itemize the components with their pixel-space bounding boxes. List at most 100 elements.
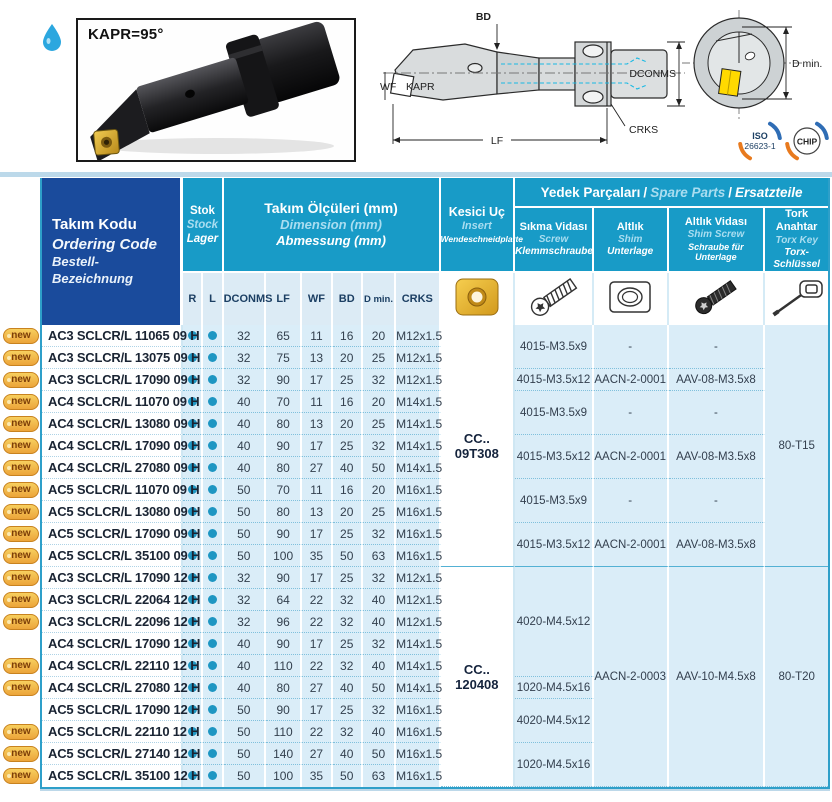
stock-r-cell: [183, 545, 204, 568]
stock-dot: [187, 572, 197, 582]
ordering-code-cell: new AC4 SCLCR/L 17090 09 H: [3, 435, 200, 458]
coolant-drop-icon: [43, 24, 61, 51]
stock-r-cell: [183, 721, 204, 744]
screw-cell: 4015-M3.5x12: [515, 523, 594, 568]
diagram-label-dmin: D min.: [792, 58, 822, 70]
iso-badge: ISO 26623-1: [738, 120, 782, 162]
shim-cell: AACN-2-0001: [593, 369, 669, 392]
header-dimensions: Takım Ölçüleri (mm) Dimension (mm) Abmes…: [223, 178, 441, 274]
new-badge: new: [3, 481, 39, 498]
ordering-code-cell: new AC3 SCLCR/L 17090 12 H: [3, 567, 200, 590]
dconms-cell: 50: [223, 765, 266, 788]
new-badge-dot: [7, 509, 11, 514]
stock-dot: [187, 418, 197, 428]
catalog-table: Takım Kodu Ordering Code Bestell-Bezeich…: [3, 178, 830, 790]
stock-dot: [208, 660, 218, 670]
dmin-cell: 50: [362, 743, 397, 766]
screw-cell: 1020-M4.5x16: [515, 743, 594, 788]
stock-dot: [208, 726, 218, 736]
ordering-code: AC3 SCLCR/L 22064 12 H: [48, 591, 201, 607]
lf-cell: 64: [265, 589, 303, 612]
stock-r-cell: [183, 501, 204, 524]
ordering-code: AC3 SCLCR/L 13075 09 H: [48, 349, 201, 365]
stock-dot: [208, 572, 218, 582]
header-insert-en: Insert: [461, 220, 492, 233]
new-badge: new: [3, 679, 39, 696]
header-spare-parts-de: Ersatzteile: [735, 184, 803, 200]
ordering-code: AC4 SCLCR/L 17090 12 H: [48, 635, 201, 651]
stock-dot: [208, 396, 218, 406]
header-torx-key-tr: Tork Anahtar: [775, 208, 818, 234]
crks-cell: M16x1.5: [396, 699, 442, 722]
header-spare-parts-tr: Yedek Parçaları: [540, 184, 641, 200]
table-row: new AC5 SCLCR/L 22110 12 H 50 110 22 32 40 M16x…: [3, 721, 828, 744]
stock-dot: [187, 726, 197, 736]
dconms-cell: 40: [223, 391, 266, 414]
ordering-code-cell: new AC3 SCLCR/L 22064 12 H: [3, 589, 200, 612]
shim-cell: -: [593, 391, 669, 436]
new-badge-label: new: [11, 505, 31, 517]
stock-dot: [208, 771, 218, 781]
shim-screw-image-cell: [668, 273, 766, 326]
stock-dot: [208, 352, 218, 362]
bd-cell: 25: [332, 523, 363, 546]
stock-dot: [187, 660, 197, 670]
wf-cell: 17: [302, 435, 333, 458]
lf-cell: 140: [265, 743, 303, 766]
new-badge-dot: [7, 399, 11, 404]
dconms-cell: 50: [223, 699, 266, 722]
ordering-code-cell: new AC3 SCLCR/L 22096 12 H: [3, 611, 200, 634]
header-dimensions-en: Dimension (mm): [280, 217, 382, 233]
new-badge: new: [3, 723, 39, 740]
ordering-code-cell: new AC4 SCLCR/L 27080 12 H: [3, 677, 200, 700]
stock-r-cell: [183, 633, 204, 656]
stock-dot: [208, 330, 218, 340]
wf-cell: 17: [302, 699, 333, 722]
stock-l-cell: [203, 413, 224, 436]
bd-cell: 16: [332, 391, 363, 414]
table-row: new AC5 SCLCR/L 11070 09 H 50 70 11 16 20 M16x1…: [3, 479, 828, 524]
stock-r-cell: [183, 699, 204, 722]
crks-cell: M12x1.5: [396, 589, 442, 612]
wf-cell: 11: [302, 391, 333, 414]
screw-cell: 4015-M3.5x9: [515, 391, 594, 436]
bd-cell: 32: [332, 655, 363, 678]
dconms-cell: 50: [223, 721, 266, 744]
table-row: AC4 SCLCR/L 17090 12 H 40 90 17 25 32 M14x1.5: [42, 633, 828, 656]
stock-r-cell: [183, 523, 204, 546]
ordering-code-cell: AC5 SCLCR/L 17090 12 H: [42, 699, 200, 722]
new-badge: new: [3, 525, 39, 542]
dmin-cell: 32: [362, 435, 397, 458]
stock-l-cell: [203, 523, 224, 546]
dconms-cell: 50: [223, 743, 266, 766]
ordering-code-cell: new AC5 SCLCR/L 22110 12 H: [3, 721, 200, 744]
dconms-cell: 40: [223, 633, 266, 656]
torx-key-image-cell: [765, 273, 828, 326]
new-badge-label: new: [11, 439, 31, 451]
stock-r-cell: [183, 677, 204, 700]
bd-cell: 25: [332, 699, 363, 722]
stock-dot: [208, 704, 218, 714]
stock-l-cell: [203, 391, 224, 414]
new-badge: new: [3, 768, 39, 785]
ordering-code-cell: new AC3 SCLCR/L 11065 09 H: [3, 325, 200, 348]
ordering-code-cell: new AC4 SCLCR/L 27080 09 H: [3, 457, 200, 480]
header-shim-tr: Altlık: [616, 220, 644, 233]
wf-cell: 35: [302, 545, 333, 568]
stock-l-cell: [203, 325, 224, 348]
stock-dot: [187, 374, 197, 384]
dconms-cell: 40: [223, 413, 266, 436]
screw-cell: 4015-M3.5x12: [515, 369, 594, 392]
table-row: new AC3 SCLCR/L 22064 12 H 32 64 22 32 40 M12x1…: [3, 589, 828, 612]
header-separator: /: [728, 184, 732, 200]
lf-cell: 100: [265, 765, 303, 788]
chip-badge: CHIP: [785, 120, 829, 162]
bd-cell: 20: [332, 501, 363, 524]
crks-cell: M14x1.5: [396, 655, 442, 678]
crks-cell: M16x1.5: [396, 765, 442, 788]
bd-cell: 25: [332, 633, 363, 656]
dmin-cell: 40: [362, 589, 397, 612]
table-row: new AC4 SCLCR/L 27080 09 H 40 80 27 40 50 M14x1…: [3, 457, 828, 480]
ordering-code: AC3 SCLCR/L 22096 12 H: [48, 613, 201, 629]
stock-l-cell: [203, 765, 224, 788]
